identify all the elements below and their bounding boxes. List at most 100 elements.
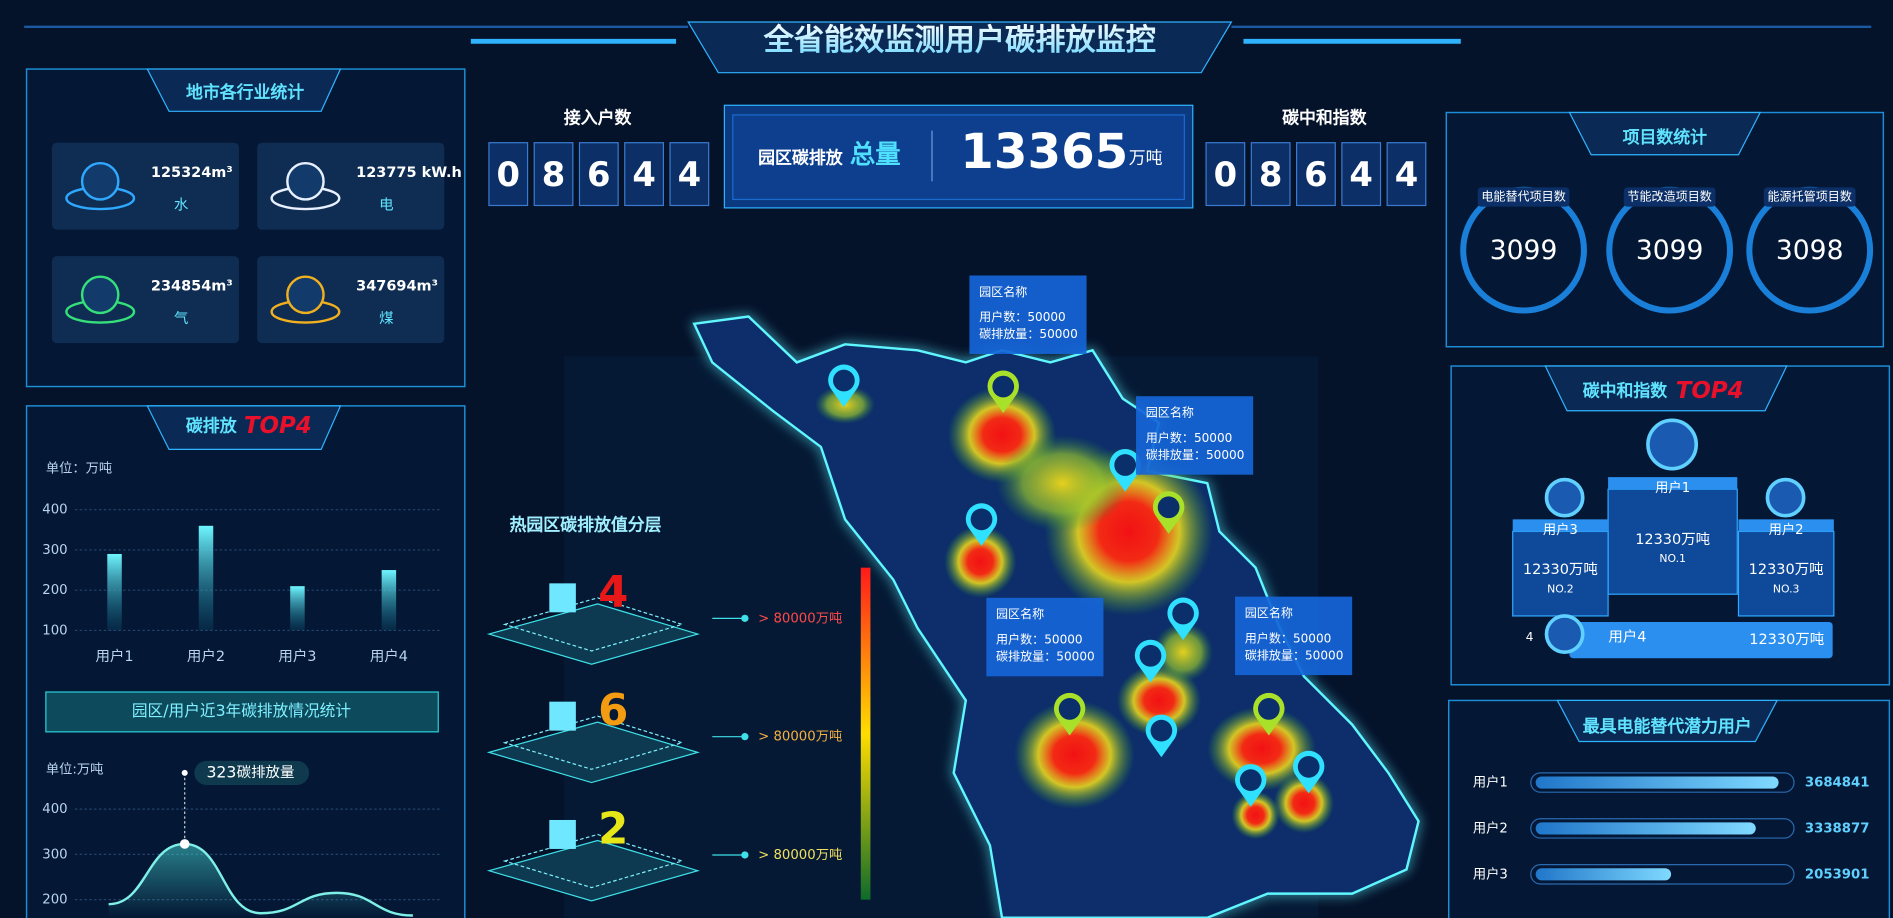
total-label-em: 总量 <box>850 139 901 169</box>
tier-label: > 80000万吨 <box>758 610 842 626</box>
item-value: 234854m³ <box>151 278 233 294</box>
x-tick-label: 用户3 <box>278 648 316 665</box>
panel-tab <box>1568 111 1762 156</box>
row-label: 用户3 <box>1473 865 1508 882</box>
rank-value: 12330万吨 <box>1749 561 1824 578</box>
tier-count: 6 <box>598 686 628 736</box>
panel-tab <box>146 68 342 112</box>
tier-count: 2 <box>598 805 628 855</box>
item-value: 125324m³ <box>151 165 233 181</box>
banner <box>45 691 439 733</box>
icon <box>80 275 120 315</box>
progress-bars: 用户1 3684841 用户2 3338877 用户3 2053901 <box>1473 772 1870 885</box>
popup-title: 园区名称 <box>979 284 1027 299</box>
avatar <box>1544 614 1585 654</box>
popups: 园区名称用户数：50000碳排放量：50000园区名称用户数：50000碳排放量… <box>969 275 1353 677</box>
ring-label-bg <box>1623 187 1716 207</box>
icon <box>286 162 325 201</box>
pin-core <box>1058 698 1081 720</box>
pins <box>828 364 1325 807</box>
item-box <box>257 142 445 230</box>
popup-title: 园区名称 <box>1245 605 1293 620</box>
layers-title: 热园区碳排放值分层 <box>510 514 662 534</box>
panel-title: 最具电能替代潜力用户 <box>1583 716 1752 736</box>
platform-top <box>502 597 685 652</box>
ring-label-bg <box>1763 187 1856 207</box>
panel-tab <box>1556 699 1779 743</box>
pin-core <box>1139 644 1162 667</box>
digit-box <box>1250 142 1291 207</box>
popup <box>969 275 1087 354</box>
popup-title: 园区名称 <box>1146 405 1194 420</box>
digit-box <box>1205 142 1246 207</box>
popup-users: 用户数：50000 <box>979 309 1066 324</box>
project-items: 电能替代项目数 3099 节能改造项目数 3099 能源托管项目数 3098 <box>1460 186 1874 314</box>
projects-panel: 项目数统计 电能替代项目数 3099 节能改造项目数 3099 能源托管项目数 3098 <box>1445 111 1885 348</box>
item-label: 水 <box>174 196 189 213</box>
ring-value: 3099 <box>1490 235 1558 266</box>
page-title: 全省能效监测用户碳排放监控 <box>763 22 1156 58</box>
avatar <box>1765 477 1806 518</box>
ring-value: 3099 <box>1636 235 1704 266</box>
total-box: 园区碳排放 总量 13365 万吨 <box>723 104 1194 209</box>
neutral-panel: 碳中和指数 TOP4 用户112330万吨NO.1用户212330万吨NO.3用… <box>1450 365 1891 686</box>
podium-top <box>1512 519 1609 532</box>
pin-core <box>1297 755 1320 778</box>
track <box>1530 818 1795 839</box>
podium-block <box>1607 488 1738 595</box>
row-value: 2053901 <box>1805 867 1870 882</box>
tooltip-dot <box>181 769 188 776</box>
heat-blob <box>1152 621 1214 683</box>
popup-emission: 碳排放量：50000 <box>996 648 1095 663</box>
x-tick-label: 用户4 <box>370 648 408 665</box>
rank-bar <box>1569 621 1833 659</box>
popup <box>1235 596 1353 676</box>
popup-users: 用户数：50000 <box>996 632 1083 647</box>
pin-core <box>992 375 1015 398</box>
row-label: 用户2 <box>1473 819 1508 836</box>
tooltip-box <box>194 760 310 785</box>
track <box>1530 772 1795 793</box>
rank-value: 12330万吨 <box>1523 561 1598 578</box>
bar <box>290 586 305 631</box>
digit: 4 <box>678 155 702 194</box>
panel-title: 碳中和指数 <box>1583 380 1668 400</box>
y-tick-label: 300 <box>42 543 67 558</box>
bar <box>198 525 214 631</box>
tier-dot <box>741 733 749 741</box>
rank-value: 12330万吨 <box>1749 631 1824 648</box>
digit-box <box>533 142 574 207</box>
tier-label: > 80000万吨 <box>758 729 842 745</box>
digit: 4 <box>1349 155 1373 194</box>
tooltip-value: 323 <box>206 762 236 781</box>
item-label: 电 <box>379 196 393 213</box>
heat-blob <box>1116 664 1202 737</box>
heat-blob <box>1231 790 1280 840</box>
icon <box>286 275 325 315</box>
popup-users: 用户数：50000 <box>1245 630 1332 645</box>
digit: 8 <box>1259 155 1283 194</box>
rank-no: NO.2 <box>1547 582 1574 595</box>
digit: 8 <box>542 155 566 194</box>
platform <box>486 603 700 665</box>
avatar <box>1544 477 1585 518</box>
panel-title-em: TOP4 <box>1676 378 1744 404</box>
digit: 4 <box>632 155 656 194</box>
tiers: 4 > 80000万吨 6 > 80000万吨 2 > 80000万吨 <box>486 568 842 902</box>
total-label: 园区碳排放 <box>758 147 843 167</box>
popup-title: 园区名称 <box>996 606 1044 621</box>
area <box>108 843 413 918</box>
popup-emission: 碳排放量：50000 <box>979 326 1078 341</box>
color-scale <box>860 567 871 900</box>
total-unit: 万吨 <box>1129 147 1163 167</box>
podium-top <box>1608 477 1738 490</box>
pin-core <box>1157 496 1180 519</box>
pin-core <box>1150 719 1173 742</box>
platform-top <box>502 833 685 889</box>
ring-label: 电能替代项目数 <box>1481 189 1565 204</box>
digit-box <box>488 142 529 207</box>
rank-name: 用户4 <box>1608 629 1646 646</box>
header: 全省能效监测用户碳排放监控 <box>24 21 1872 74</box>
item-label: 气 <box>174 310 188 327</box>
